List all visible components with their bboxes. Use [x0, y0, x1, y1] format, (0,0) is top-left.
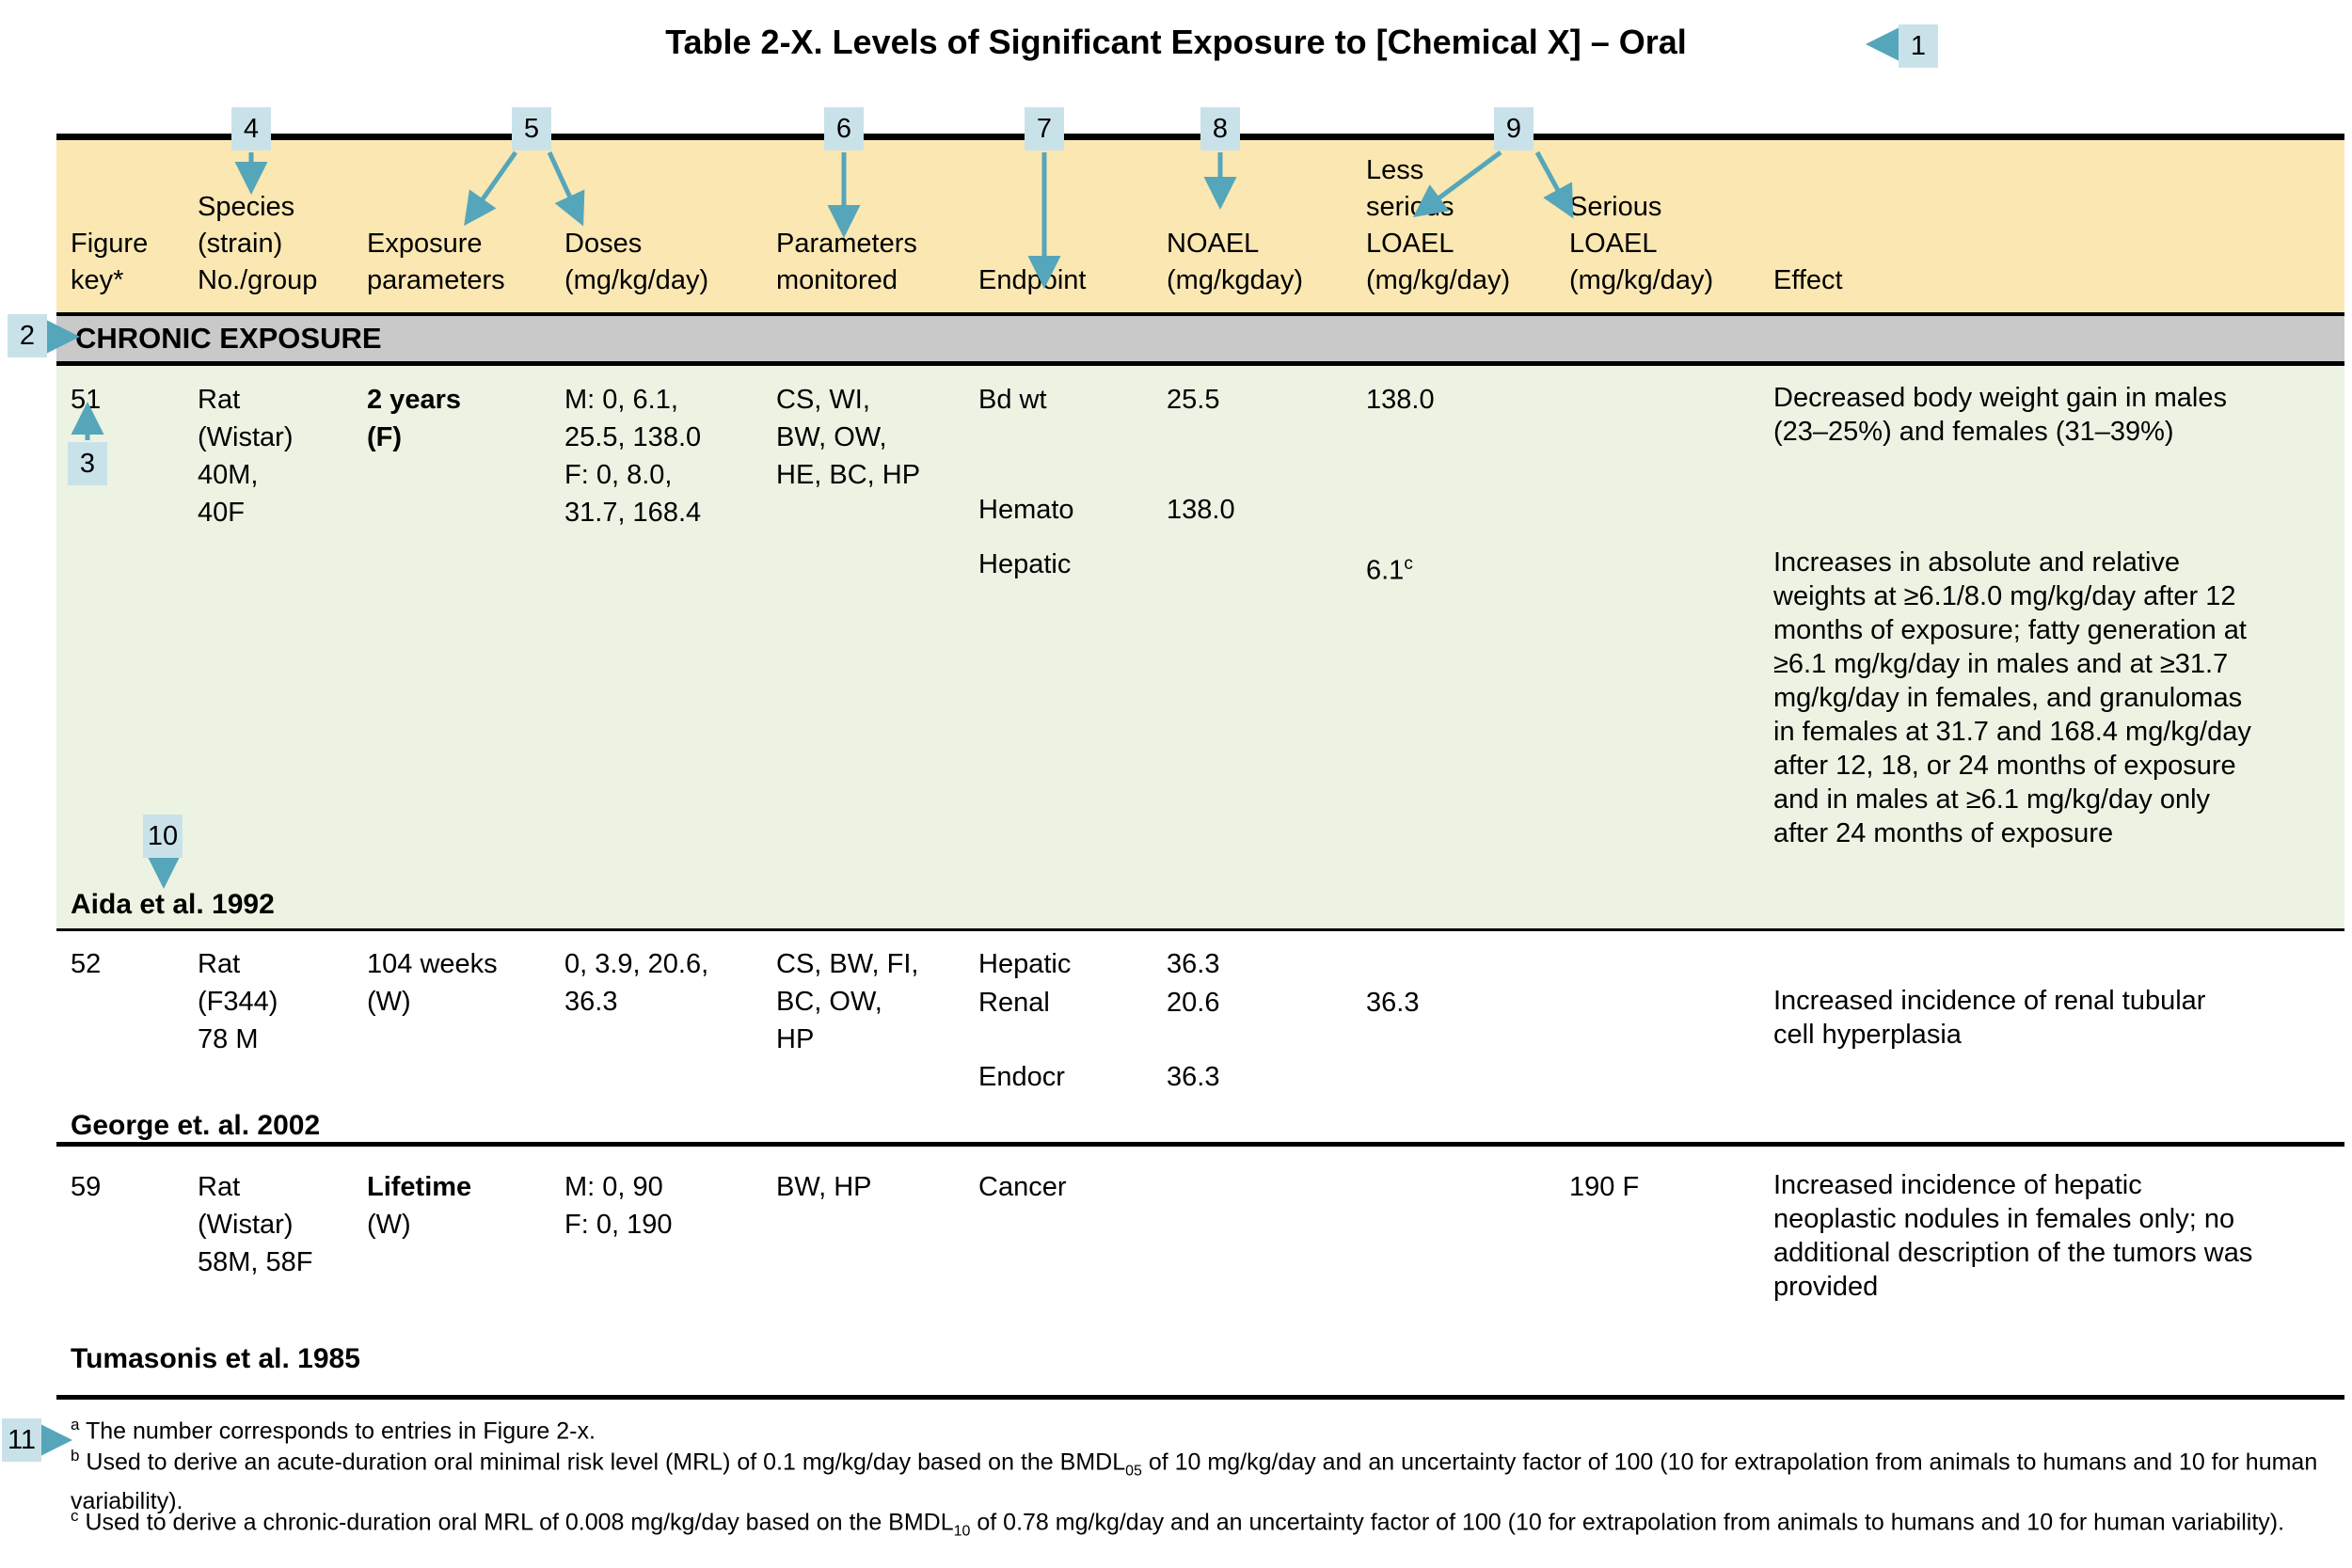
- row-52-exposure: 104 weeks (W): [367, 945, 498, 1021]
- footnote-c-text-after: of 0.78 mg/kg/day and an uncertainty fac…: [970, 1509, 2285, 1536]
- callout-9-badge: 9: [1494, 107, 1534, 150]
- col-header-serious-loael: Serious LOAEL (mg/kg/day): [1569, 192, 1714, 295]
- col-header-species: Species (strain) No./group: [198, 192, 318, 295]
- row-51-doses: M: 0, 6.1, 25.5, 138.0 F: 0, 8.0, 31.7, …: [564, 385, 702, 528]
- callout-11-badge: 11: [2, 1418, 41, 1462]
- row-51-exposure-route: (F): [367, 422, 403, 452]
- footnote-c: c Used to derive a chronic-duration oral…: [71, 1500, 2347, 1546]
- row-59-species: Rat (Wistar) 58M, 58F: [198, 1172, 313, 1277]
- row-51-less-serious-hepatic-value: 6.1: [1366, 555, 1405, 586]
- row-59-parameters: BW, HP: [776, 1172, 872, 1202]
- footnote-a-marker: a: [71, 1416, 80, 1433]
- row-51-figure-key: 51: [71, 385, 102, 415]
- footnote-c-subscript: 10: [953, 1523, 971, 1540]
- callout-1-badge: 1: [1899, 24, 1938, 68]
- row-59-effect-cancer: Increased incidence of hepatic neoplasti…: [1773, 1170, 2253, 1302]
- footnote-c-text-before: Used to derive a chronic-duration oral M…: [85, 1509, 954, 1536]
- col-header-doses: Doses (mg/kg/day): [564, 229, 709, 295]
- row-59-serious-cancer: 190 F: [1569, 1172, 1640, 1202]
- row-52-exposure-route: (W): [367, 987, 411, 1017]
- header-band: [56, 140, 2344, 312]
- row-51-less-serious-hepatic-footnote-mark: c: [1404, 554, 1413, 574]
- callout-2-badge: 2: [8, 314, 47, 357]
- row-52-parameters: CS, BW, FI, BC, OW, HP: [776, 949, 919, 1054]
- section-label: CHRONIC EXPOSURE: [75, 322, 382, 355]
- col-header-figure-key: Figure key*: [71, 229, 149, 295]
- row-52-reference: George et. al. 2002: [71, 1110, 321, 1141]
- row-52-figure-key: 52: [71, 949, 102, 979]
- col-header-endpoint: Endpoint: [978, 265, 1087, 295]
- row-52-endpoint-renal: Renal: [978, 988, 1050, 1018]
- row-52-endpoint-hepatic: Hepatic: [978, 949, 1072, 979]
- callout-8-badge: 8: [1200, 107, 1240, 150]
- footnote-b-subscript: 05: [1125, 1463, 1142, 1480]
- footnote-b-text-before: Used to derive an acute-duration oral mi…: [86, 1449, 1126, 1476]
- row-59-exposure-duration: Lifetime: [367, 1172, 472, 1202]
- page-title: Table 2-X. Levels of Significant Exposur…: [665, 23, 1687, 61]
- footnote-b-text-after: of 10 mg/kg/day and an uncertainty facto…: [71, 1449, 2318, 1515]
- row-59-exposure-route: (W): [367, 1210, 411, 1240]
- row-51-less-serious-bdwt: 138.0: [1366, 385, 1435, 415]
- callout-7-badge: 7: [1025, 107, 1064, 150]
- row-51-exposure: 2 years (F): [367, 381, 461, 456]
- col-header-less-serious-loael: Less serious LOAEL (mg/kg/day): [1366, 155, 1511, 295]
- footnote-a: a The number corresponds to entries in F…: [71, 1409, 2347, 1447]
- footnote-a-text: The number corresponds to entries in Fig…: [85, 1418, 596, 1445]
- row-59-exposure: Lifetime (W): [367, 1168, 471, 1243]
- row-52-noael-hepatic: 36.3: [1167, 949, 1220, 979]
- footnote-b: b Used to derive an acute-duration oral …: [71, 1440, 2347, 1517]
- section-band: CHRONIC EXPOSURE: [56, 316, 2344, 361]
- section-bottom-rule: [56, 361, 2344, 366]
- row-59-reference: Tumasonis et al. 1985: [71, 1343, 360, 1374]
- row-52-less-serious-renal: 36.3: [1366, 988, 1420, 1018]
- callout-3-badge: 3: [68, 442, 107, 485]
- row-51-noael-hemato: 138.0: [1167, 495, 1235, 525]
- row-51-reference: Aida et al. 1992: [71, 889, 275, 920]
- row-51-endpoint-hepatic: Hepatic: [978, 549, 1072, 579]
- row-51-effect-hepatic: Increases in absolute and relative weigh…: [1773, 547, 2251, 848]
- row-52-exposure-duration: 104 weeks: [367, 949, 498, 979]
- col-header-exposure: Exposure parameters: [367, 229, 505, 295]
- row-51-parameters: CS, WI, BW, OW, HE, BC, HP: [776, 385, 921, 490]
- col-header-noael: NOAEL (mg/kgday): [1167, 229, 1304, 295]
- row-51-noael-bdwt: 25.5: [1167, 385, 1220, 415]
- header-bottom-rule: [56, 312, 2344, 316]
- row-52-bottom-rule: [56, 1142, 2344, 1147]
- table-bottom-rule: [56, 1395, 2344, 1400]
- row-51-effect-bdwt: Decreased body weight gain in males (23–…: [1773, 383, 2227, 447]
- row-59-doses: M: 0, 90 F: 0, 190: [564, 1172, 673, 1240]
- row-59-endpoint-cancer: Cancer: [978, 1172, 1067, 1202]
- row-51-less-serious-hepatic: 6.1c: [1366, 546, 1413, 590]
- row-52-noael-endocr: 36.3: [1167, 1062, 1220, 1092]
- row-52-doses: 0, 3.9, 20.6, 36.3: [564, 949, 709, 1017]
- callout-6-badge: 6: [824, 107, 864, 150]
- col-header-parameters: Parameters monitored: [776, 229, 917, 295]
- callout-5-badge: 5: [512, 107, 551, 150]
- callout-10-badge: 10: [143, 815, 183, 858]
- row-51-bottom-rule: [56, 928, 2344, 931]
- row-51-highlight-band: [56, 366, 2344, 928]
- row-51-endpoint-hemato: Hemato: [978, 495, 1074, 525]
- row-51-species: Rat (Wistar) 40M, 40F: [198, 385, 294, 528]
- row-59-figure-key: 59: [71, 1172, 102, 1202]
- row-52-species: Rat (F344) 78 M: [198, 949, 278, 1054]
- footnote-c-marker: c: [71, 1507, 79, 1525]
- footnote-b-marker: b: [71, 1447, 80, 1465]
- col-header-effect: Effect: [1773, 265, 1843, 295]
- row-52-noael-renal: 20.6: [1167, 988, 1220, 1018]
- row-52-endpoint-endocr: Endocr: [978, 1062, 1065, 1092]
- row-51-exposure-duration: 2 years: [367, 385, 461, 415]
- row-52-effect-renal: Increased incidence of renal tubular cel…: [1773, 986, 2206, 1050]
- row-51-endpoint-bdwt: Bd wt: [978, 385, 1047, 415]
- callout-4-badge: 4: [231, 107, 271, 150]
